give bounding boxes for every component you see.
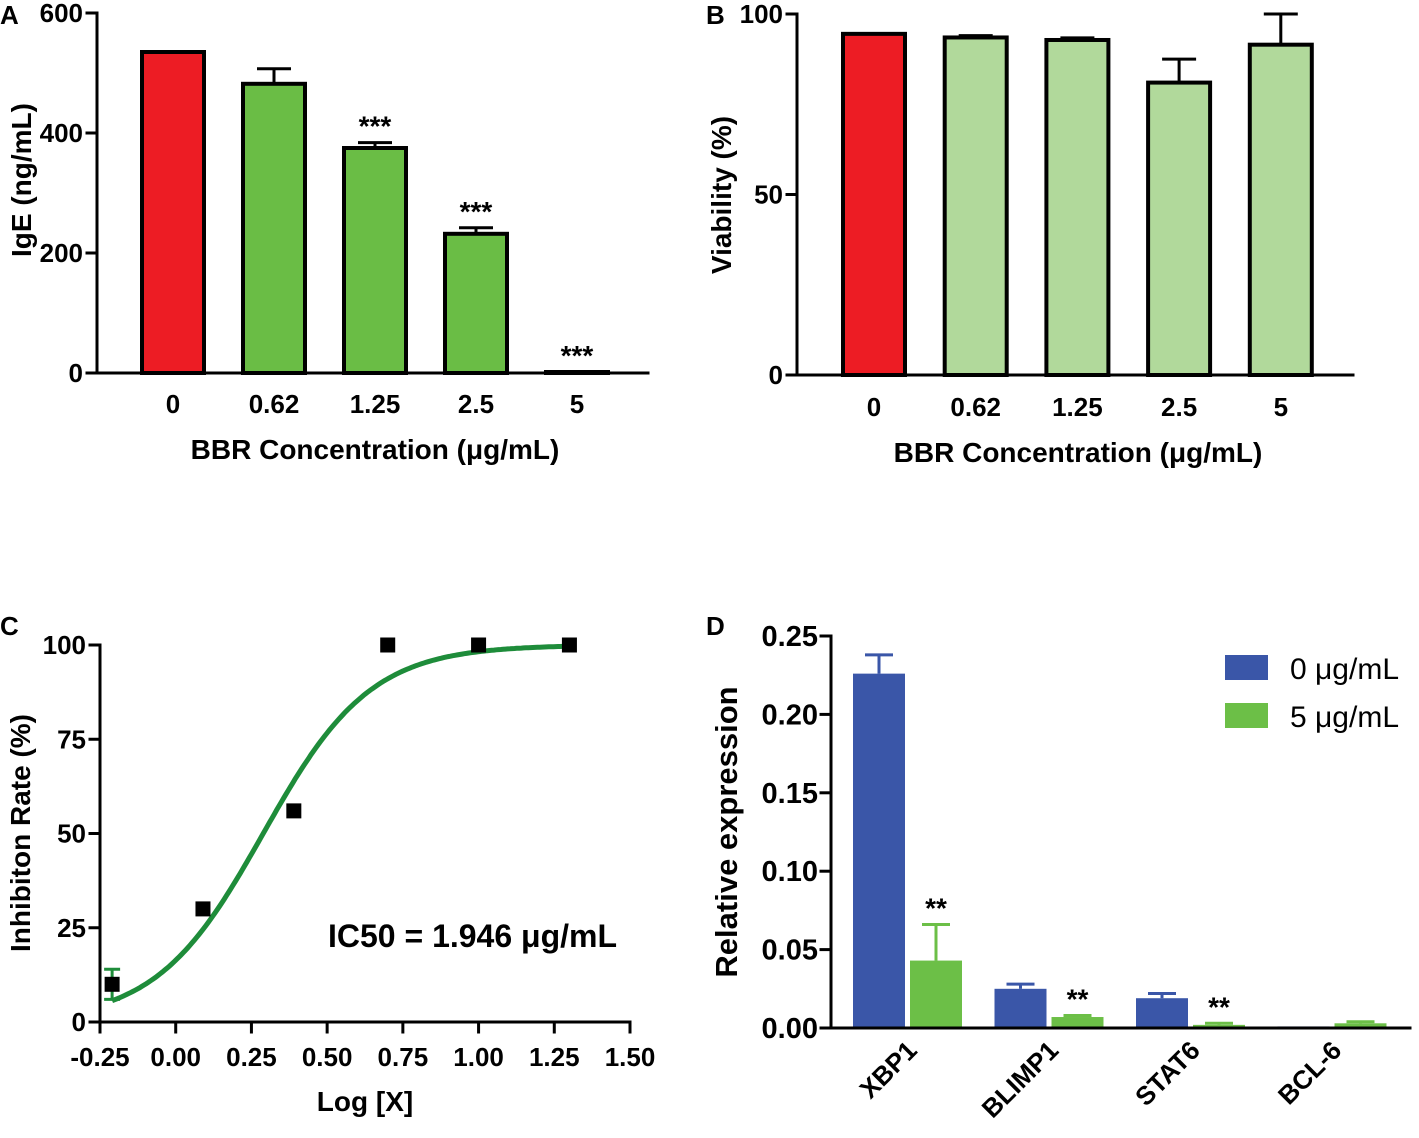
- x-tick-label: 0.75: [378, 1042, 429, 1072]
- data-point: [380, 637, 396, 653]
- bar-bcl-6-5-g-ml: [1334, 1023, 1387, 1028]
- legend-swatch-5-g-ml: [1225, 703, 1268, 728]
- x-tick-label: 1.00: [453, 1042, 504, 1072]
- y-tick-label: 0.00: [762, 1013, 818, 1045]
- significance-marker: **: [925, 893, 947, 924]
- y-tick-label: 0: [69, 358, 83, 388]
- bar-xbp1-5-g-ml: [910, 960, 962, 1028]
- legend-label: 0 μg/mL: [1290, 653, 1399, 686]
- x-tick-label: BCL-6: [1272, 1035, 1347, 1110]
- panel-label-a: A: [0, 0, 19, 30]
- x-tick-label: 0.50: [302, 1042, 353, 1072]
- bar-stat6-0-g-ml: [1136, 998, 1188, 1028]
- significance-marker: ***: [359, 111, 392, 142]
- panel-d-plot: **XBP1**BLIMP1**STAT6 BCL-60.000.050.100.…: [762, 621, 1412, 1124]
- bar-0: [841, 31, 907, 377]
- bar-blimp1-5-g-ml: [1051, 1017, 1104, 1028]
- y-tick-label: 600: [40, 0, 83, 28]
- bar-1-25: [342, 146, 408, 375]
- data-point: [561, 637, 577, 653]
- x-tick-label: 2.5: [458, 389, 494, 419]
- panel-label-d: D: [706, 611, 725, 641]
- y-tick-label: 0.10: [762, 856, 818, 888]
- x-tick-label: BLIMP1: [976, 1035, 1065, 1124]
- x-tick-label: 0.62: [950, 392, 1001, 422]
- y-tick-label: 0.20: [762, 699, 818, 731]
- y-tick-label: 50: [754, 180, 783, 210]
- y-tick-label: 25: [57, 913, 86, 943]
- y-axis-label-a: IgE (ng/mL): [6, 103, 37, 257]
- y-tick-label: 0.25: [762, 621, 818, 653]
- y-tick-label: 50: [57, 819, 86, 849]
- y-axis-label-d: Relative expression: [709, 686, 744, 977]
- y-tick-label: 100: [43, 630, 86, 660]
- significance-marker: **: [1067, 983, 1089, 1014]
- x-tick-label: 0.62: [249, 389, 300, 419]
- panel-label-b: B: [706, 0, 725, 30]
- fit-curve: [111, 643, 570, 1004]
- y-axis-label-b: Viability (%): [706, 116, 737, 274]
- panel-label-c: C: [0, 611, 19, 641]
- legend-label: 5 μg/mL: [1290, 701, 1399, 734]
- y-tick-label: 0.05: [762, 935, 818, 967]
- x-tick-label: -0.25: [70, 1042, 129, 1072]
- panel-a-plot: 0 0.62 *** 1.25 *** 2.5 *** 5 0 200 400 600: [40, 0, 650, 419]
- bar-xbp1-0-g-ml: [853, 673, 905, 1028]
- legend-swatch-0-g-ml: [1225, 655, 1268, 680]
- y-tick-label: 400: [40, 118, 83, 148]
- bar-0-62: [942, 35, 1009, 378]
- data-point: [286, 803, 302, 819]
- x-axis-label-a: BBR Concentration (μg/mL): [191, 434, 560, 465]
- bar-1-25: [1044, 37, 1111, 377]
- significance-marker: **: [1208, 991, 1230, 1022]
- x-tick-label: 0.00: [150, 1042, 201, 1072]
- x-tick-label: XBP1: [854, 1035, 923, 1104]
- x-tick-label: 1.25: [350, 389, 401, 419]
- y-tick-label: 200: [40, 238, 83, 268]
- x-tick-label: 5: [1274, 392, 1288, 422]
- x-tick-label: 1.25: [529, 1042, 580, 1072]
- bar-0: [140, 50, 206, 375]
- y-tick-label: 0: [72, 1007, 86, 1037]
- bar-stat6-5-g-ml: [1193, 1024, 1245, 1028]
- y-tick-label: 0.15: [762, 778, 818, 810]
- y-tick-label: 100: [740, 0, 783, 29]
- x-tick-label: 5: [570, 389, 584, 419]
- data-point: [471, 637, 487, 653]
- x-tick-label: 1.50: [605, 1042, 656, 1072]
- bar-blimp1-0-g-ml: [994, 988, 1047, 1028]
- x-tick-label: 2.5: [1161, 392, 1197, 422]
- y-tick-label: 75: [57, 724, 86, 754]
- x-tick-label: 0: [867, 392, 881, 422]
- x-tick-label: 0.25: [226, 1042, 277, 1072]
- bar-0-62: [241, 81, 307, 376]
- panel-c-plot: -0.25 0.00 0.25 0.50 0.75 1.00 1.25 1.50 0 25 50 75…: [43, 630, 656, 1072]
- significance-marker: ***: [561, 340, 594, 371]
- x-tick-label: STAT6: [1129, 1035, 1206, 1112]
- data-point: [195, 901, 211, 917]
- bar-2-5: [443, 231, 509, 375]
- x-tick-label: 1.25: [1052, 392, 1103, 422]
- y-axis-label-c: Inhibiton Rate (%): [5, 714, 36, 952]
- bar-2-5: [1146, 80, 1213, 377]
- x-axis-label-b: BBR Concentration (μg/mL): [894, 437, 1263, 468]
- y-tick-label: 0: [769, 360, 783, 390]
- legend: 0 μg/mL 5 μg/mL: [1225, 653, 1399, 734]
- x-axis-label-c: Log [X]: [317, 1086, 413, 1117]
- data-point: [104, 976, 120, 992]
- x-tick-label: 0: [166, 389, 180, 419]
- significance-marker: ***: [460, 196, 493, 227]
- bar-5: [1247, 42, 1314, 378]
- ic50-annotation: IC50 = 1.946 μg/mL: [328, 918, 617, 954]
